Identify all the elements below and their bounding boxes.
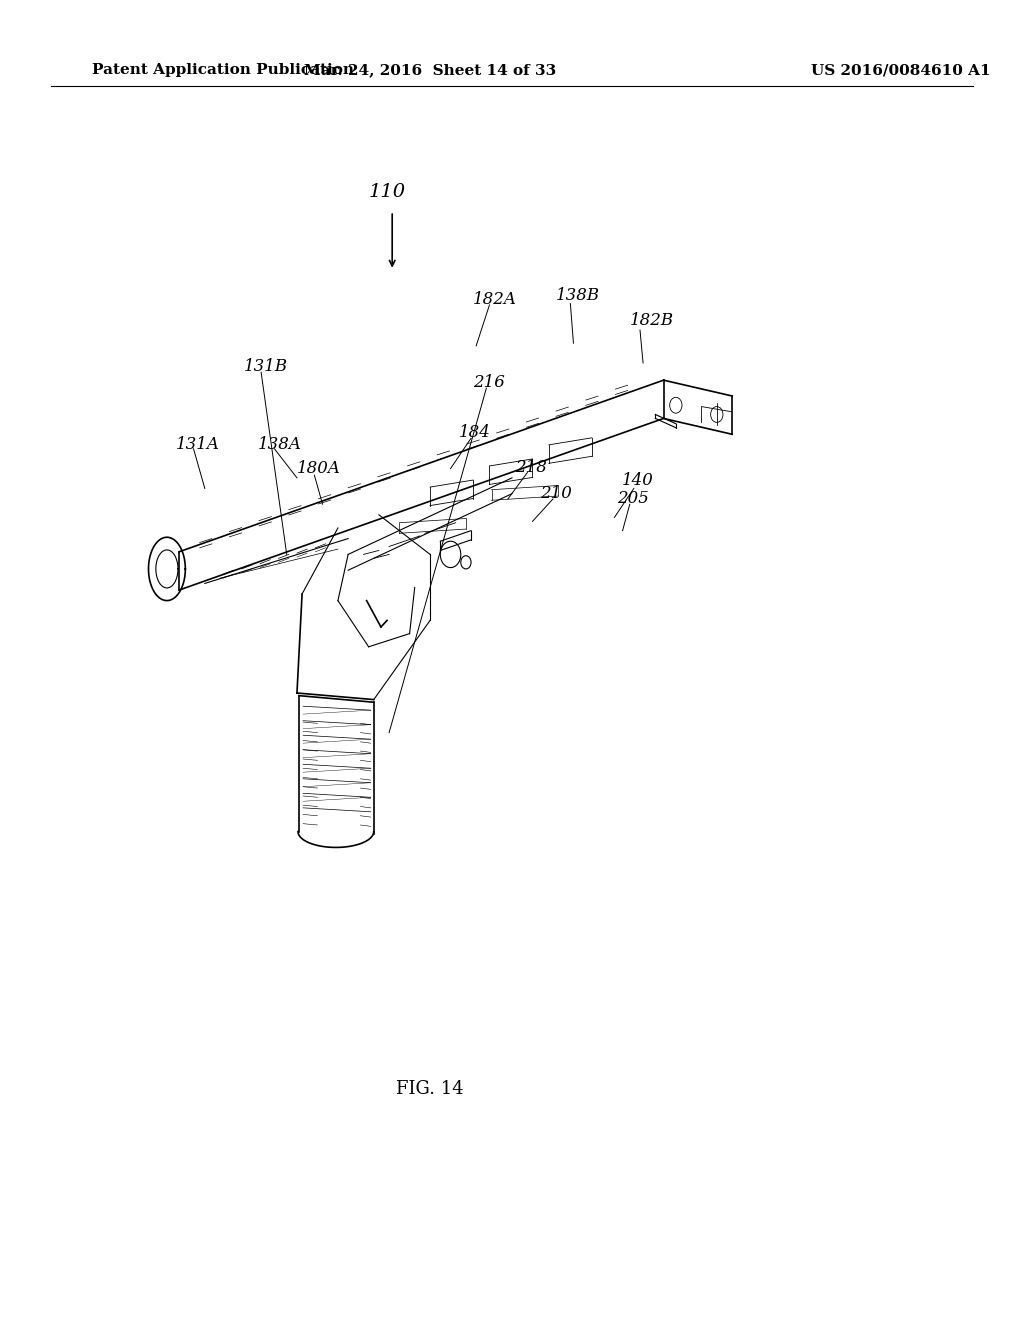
Text: 205: 205	[617, 491, 649, 507]
Text: FIG. 14: FIG. 14	[396, 1080, 464, 1098]
Text: Patent Application Publication: Patent Application Publication	[92, 63, 354, 78]
Text: Mar. 24, 2016  Sheet 14 of 33: Mar. 24, 2016 Sheet 14 of 33	[304, 63, 556, 78]
Text: 180A: 180A	[297, 461, 341, 477]
Text: 182A: 182A	[473, 292, 517, 308]
Text: 210: 210	[540, 486, 571, 502]
Text: 131A: 131A	[176, 437, 220, 453]
Text: US 2016/0084610 A1: US 2016/0084610 A1	[811, 63, 991, 78]
Text: 138A: 138A	[258, 437, 302, 453]
Text: 182B: 182B	[630, 313, 674, 329]
Text: 138B: 138B	[556, 288, 600, 304]
Text: 216: 216	[473, 375, 505, 391]
Text: 140: 140	[622, 473, 653, 488]
Text: 110: 110	[369, 182, 406, 201]
Text: 184: 184	[459, 425, 490, 441]
Text: 218: 218	[515, 459, 547, 475]
Text: 131B: 131B	[244, 359, 288, 375]
